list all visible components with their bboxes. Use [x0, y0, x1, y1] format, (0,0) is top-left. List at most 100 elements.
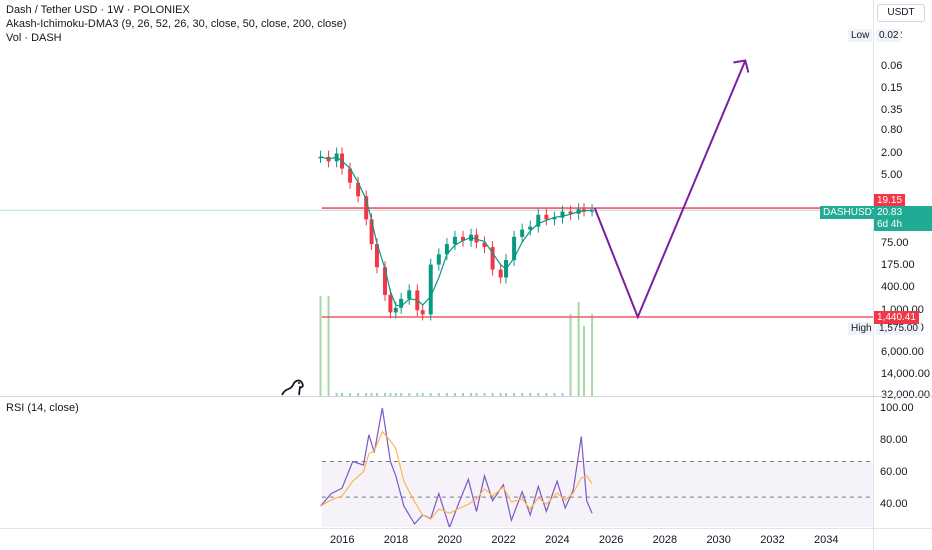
low-value: 0.02	[876, 29, 902, 42]
time-tick-label: 2020	[437, 534, 463, 546]
high-label: High	[848, 322, 875, 335]
price-tick-label: 0.06	[881, 60, 903, 72]
rsi-chart[interactable]	[0, 397, 873, 527]
volume-bar	[569, 314, 572, 396]
volume-bar	[416, 393, 419, 396]
volume-bar	[394, 393, 397, 396]
high-value: 1,575.00	[876, 322, 921, 335]
volume-bar	[421, 393, 424, 396]
price-candle	[399, 298, 404, 308]
price-tick-label: 0.80	[881, 124, 903, 136]
volume-bar	[553, 393, 556, 396]
volume-bar	[400, 393, 403, 396]
time-axis-border	[0, 528, 932, 529]
volume-bar	[577, 302, 580, 396]
volume-bar	[505, 393, 508, 396]
price-candle	[536, 214, 541, 227]
volume-pane	[319, 296, 594, 396]
volume-bar	[408, 393, 411, 396]
time-tick-label: 2024	[545, 534, 570, 546]
price-candle	[582, 209, 586, 211]
volume-bar	[470, 393, 473, 396]
volume-bar	[513, 393, 516, 396]
volume-bar	[561, 393, 564, 396]
projection-arrowhead	[733, 59, 750, 73]
rsi-tick-label: 60.00	[880, 466, 908, 478]
volume-bar	[499, 393, 502, 396]
price-tick-label: 0.15	[881, 82, 903, 94]
price-candle	[428, 264, 433, 315]
price-candle	[528, 226, 533, 230]
time-tick-label: 2034	[814, 534, 839, 546]
price-tick-label: 14,000.00	[881, 368, 930, 380]
volume-bar	[537, 393, 540, 396]
time-tick-label: 2028	[652, 534, 678, 546]
price-candle	[356, 182, 361, 197]
symbol-title[interactable]: Dash / Tether USD · 1W · POLONIEX	[6, 4, 190, 16]
price-candle	[388, 294, 393, 313]
time-tick-label: 2030	[706, 534, 731, 546]
price-tick-label: 32,000.00	[881, 389, 930, 401]
price-candle	[474, 234, 479, 243]
indicator-legend[interactable]: Akash-Ichimoku-DMA3 (9, 26, 52, 26, 30, …	[6, 18, 347, 30]
rsi-band	[321, 461, 873, 527]
countdown-tag: 6d 4h	[874, 218, 932, 231]
time-tick-label: 2022	[491, 534, 516, 546]
projection-path[interactable]	[593, 60, 747, 320]
price-candle	[374, 244, 379, 268]
current-price-tag: 20.83	[874, 206, 932, 219]
volume-bar	[462, 393, 464, 396]
chart-legend: Dash / Tether USD · 1W · POLONIEX Akash-…	[6, 3, 347, 45]
volume-bar	[319, 296, 322, 396]
price-candle	[490, 247, 495, 270]
price-tick-label: 75.00	[881, 237, 909, 249]
price-candle	[544, 214, 549, 220]
volume-bar	[491, 393, 494, 396]
price-candle	[393, 307, 398, 313]
volume-bar	[375, 393, 378, 396]
volume-bar	[335, 393, 338, 396]
price-candle	[436, 254, 441, 265]
volume-bar	[453, 393, 456, 396]
price-candle	[590, 210, 595, 212]
volume-bar	[445, 393, 448, 396]
price-axis[interactable]: 0.02 0.06 0.15 0.35 0.80 2.00 5.00 75.00 175.00 4…	[873, 0, 932, 550]
volume-bar	[583, 326, 585, 396]
volume-bar	[475, 393, 478, 396]
volume-bar	[529, 393, 532, 396]
volume-bar	[327, 296, 330, 396]
price-tick-label: 175.00	[881, 259, 915, 271]
volume-bar	[357, 393, 360, 396]
resistance-price-tag: 19.15	[874, 194, 906, 207]
price-candle	[364, 196, 369, 220]
rsi-tick-label: 40.00	[880, 498, 908, 510]
rsi-title[interactable]: RSI (14, close)	[6, 402, 79, 414]
price-candle	[568, 211, 573, 214]
symbol-tag: DASHUSDT	[820, 206, 882, 219]
volume-bar	[483, 393, 486, 396]
volume-bar	[370, 393, 373, 396]
time-tick-label: 2018	[383, 534, 409, 546]
volume-bar	[545, 393, 548, 396]
tradingview-logo-icon	[281, 379, 304, 396]
price-tick-label: 2.00	[881, 147, 903, 159]
volume-bar	[521, 393, 524, 396]
price-candle	[420, 310, 425, 315]
rsi-tick-label: 100.00	[880, 402, 914, 414]
currency-button[interactable]: USDT	[877, 4, 925, 22]
volume-bar	[341, 393, 343, 396]
pane-separator[interactable]	[0, 396, 932, 397]
volume-legend[interactable]: Vol · DASH	[6, 32, 62, 44]
low-label: Low	[848, 29, 873, 42]
volume-bar	[384, 393, 387, 396]
price-tick-label: 6,000.00	[881, 346, 924, 358]
price-chart[interactable]	[0, 0, 873, 396]
price-candle	[318, 156, 323, 159]
volume-bar	[591, 314, 594, 396]
price-candle	[482, 242, 487, 248]
rsi-tick-label: 80.00	[880, 434, 908, 446]
price-tick-label: 5.00	[881, 169, 903, 181]
support-price-tag: 1,440.41	[874, 311, 919, 324]
rsi-line[interactable]	[320, 407, 593, 527]
price-candle	[552, 217, 557, 220]
